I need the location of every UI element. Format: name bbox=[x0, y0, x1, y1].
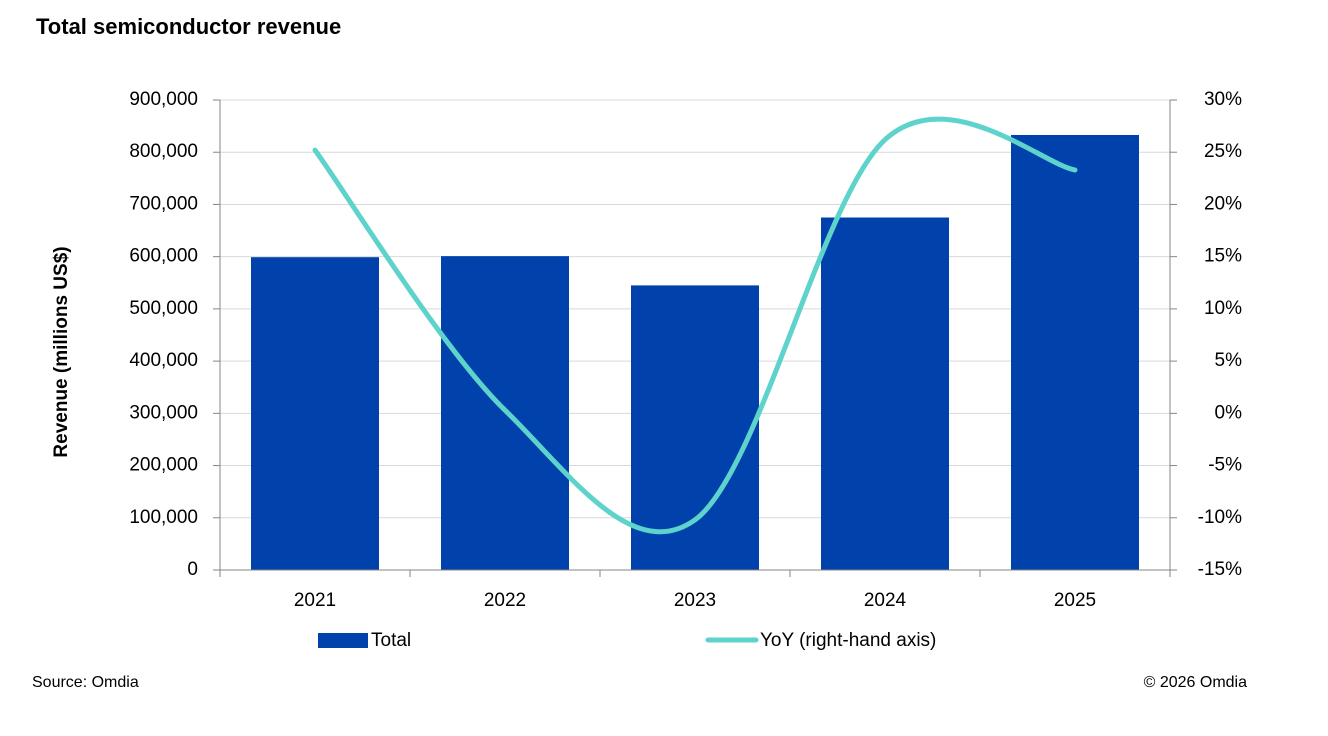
legend-label: YoY (right-hand axis) bbox=[760, 630, 936, 651]
copyright-note: © 2026 Omdia bbox=[1144, 674, 1248, 691]
y2-tick-label: 10% bbox=[1204, 298, 1242, 319]
y2-tick-label: -15% bbox=[1198, 559, 1242, 580]
chart-title: Total semiconductor revenue bbox=[36, 14, 341, 39]
y2-tick-label: 30% bbox=[1204, 89, 1242, 110]
y2-tick-label: 25% bbox=[1204, 141, 1242, 162]
x-tick-label: 2022 bbox=[484, 590, 526, 611]
y2-tick-label: -10% bbox=[1198, 507, 1242, 528]
bar bbox=[821, 217, 949, 570]
source-note: Source: Omdia bbox=[32, 674, 139, 691]
yoy-line bbox=[312, 116, 1078, 535]
x-tick-label: 2021 bbox=[294, 590, 336, 611]
y-axis-title: Revenue (millions US$) bbox=[51, 246, 72, 457]
y-tick-label: 500,000 bbox=[129, 298, 198, 319]
x-tick-label: 2025 bbox=[1054, 590, 1096, 611]
bar bbox=[631, 285, 759, 570]
y-tick-label: 200,000 bbox=[129, 455, 198, 476]
x-tick-label: 2023 bbox=[674, 590, 716, 611]
y-tick-label: 600,000 bbox=[129, 246, 198, 267]
legend-swatch bbox=[318, 633, 368, 648]
y-tick-label: 800,000 bbox=[129, 141, 198, 162]
y-tick-label: 400,000 bbox=[129, 350, 198, 371]
y2-tick-label: 20% bbox=[1204, 193, 1242, 214]
y-tick-label: 300,000 bbox=[129, 402, 198, 423]
legend-label: Total bbox=[371, 630, 411, 651]
y2-tick-label: 15% bbox=[1204, 246, 1242, 267]
y-tick-label: 100,000 bbox=[129, 507, 198, 528]
y-tick-label: 900,000 bbox=[129, 89, 198, 110]
x-tick-label: 2024 bbox=[864, 590, 907, 611]
y2-tick-label: -5% bbox=[1208, 455, 1242, 476]
y2-tick-label: 0% bbox=[1215, 402, 1243, 423]
y2-tick-label: 5% bbox=[1215, 350, 1243, 371]
bar bbox=[1011, 134, 1139, 570]
bar bbox=[251, 257, 379, 570]
y-tick-label: 700,000 bbox=[129, 193, 198, 214]
y-tick-label: 0 bbox=[187, 559, 198, 580]
